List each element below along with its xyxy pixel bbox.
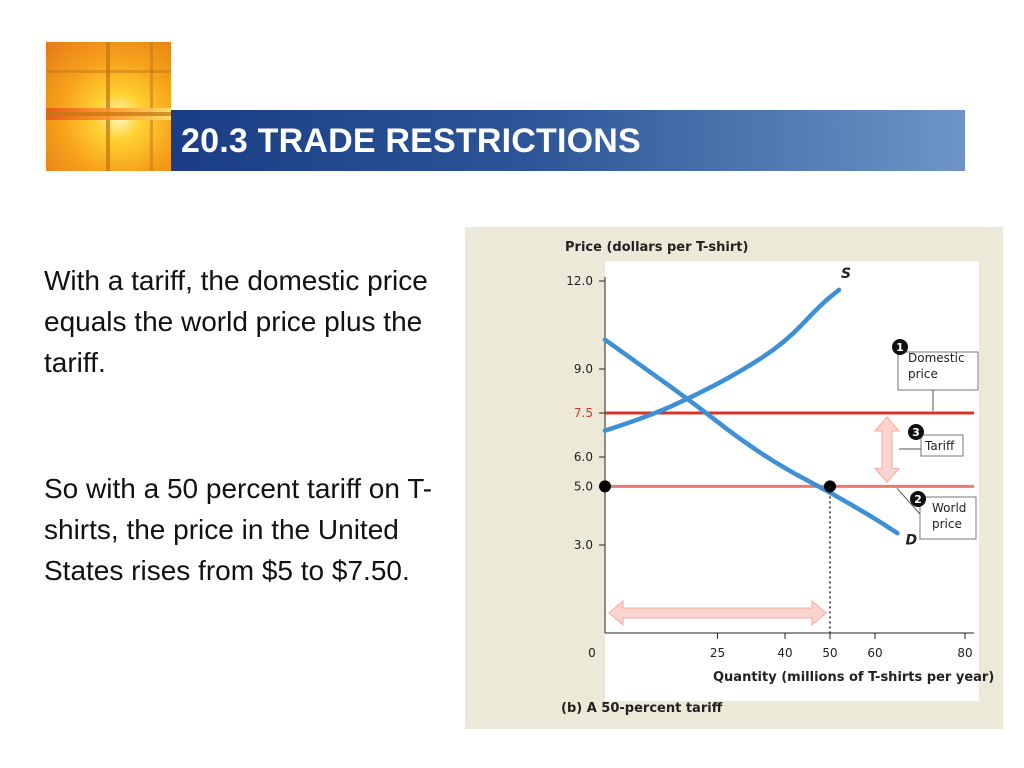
x-axis-label: Quantity (millions of T-shirts per year) [713, 670, 994, 685]
y-tick-label: 6.0 [574, 450, 593, 464]
world-price-callout-leader [896, 488, 921, 515]
x-tick-label: 80 [957, 646, 972, 660]
tariff-chart-svg: Price (dollars per T-shirt) Quantity (mi… [561, 240, 994, 716]
y-tick-label: 7.5 [574, 406, 593, 420]
x-tick-label: 60 [867, 646, 882, 660]
callout-number-3: 3 [912, 426, 920, 439]
y-tick-label: 5.0 [574, 479, 593, 493]
callout-number-2: 2 [914, 493, 922, 506]
tariff-chart: Price (dollars per T-shirt) Quantity (mi… [465, 227, 1003, 729]
callout-badge-3 [908, 424, 924, 440]
callout-text-price: price [908, 367, 938, 381]
chart-caption: (b) A 50-percent tariff [561, 701, 723, 716]
x-tick-label: 0 [588, 646, 596, 660]
series-label: S [841, 266, 851, 282]
world-price-callout-box [919, 496, 977, 540]
callout-number-1: 1 [896, 341, 904, 354]
demand-curve [602, 337, 900, 536]
slide-title: 20.3 TRADE RESTRICTIONS [181, 122, 641, 160]
series-label: D [906, 532, 918, 548]
plot-background [605, 261, 979, 701]
section-logo-image [46, 42, 171, 171]
supply-curve [602, 287, 842, 433]
domestic-price-callout-box [897, 351, 979, 391]
callout-text-world: World [932, 501, 966, 515]
callout-text-tariff: Tariff [924, 439, 955, 453]
x-tick-label: 25 [710, 646, 725, 660]
callout-text-domestic: Domestic [908, 351, 965, 365]
y-tick-label: 3.0 [574, 538, 593, 552]
callout-badge-1 [892, 339, 908, 355]
x-tick-label: 40 [777, 646, 792, 660]
callout-badge-2 [910, 491, 926, 507]
y-axis-label: Price (dollars per T-shirt) [565, 240, 748, 255]
callout-text-world-price: price [932, 517, 962, 531]
tariff-callout-box [920, 434, 964, 457]
title-bar: 20.3 TRADE RESTRICTIONS [171, 110, 965, 171]
y-tick-label: 12.0 [566, 274, 593, 288]
tariff-double-arrow [873, 416, 901, 484]
paragraph-tariff-definition: With a tariff, the domestic price equals… [44, 265, 428, 378]
paragraph-tariff-example: So with a 50 percent tariff on T-shirts,… [44, 473, 433, 586]
world-price-dot [599, 480, 611, 493]
x-tick-label: 50 [822, 646, 837, 660]
y-tick-label: 9.0 [574, 362, 593, 376]
imports-double-arrow [608, 599, 827, 627]
